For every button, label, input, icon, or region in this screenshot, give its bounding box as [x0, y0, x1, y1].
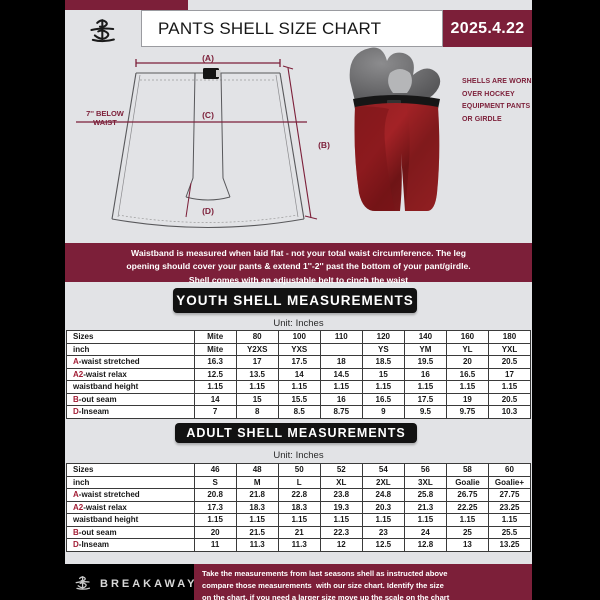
- svg-text:(C): (C): [202, 110, 214, 120]
- svg-text:WAIST: WAIST: [93, 118, 117, 127]
- svg-text:(A): (A): [202, 53, 214, 63]
- svg-text:(D): (D): [202, 206, 214, 216]
- svg-text:(B): (B): [318, 140, 330, 150]
- svg-text:7'' BELOW: 7'' BELOW: [86, 109, 125, 118]
